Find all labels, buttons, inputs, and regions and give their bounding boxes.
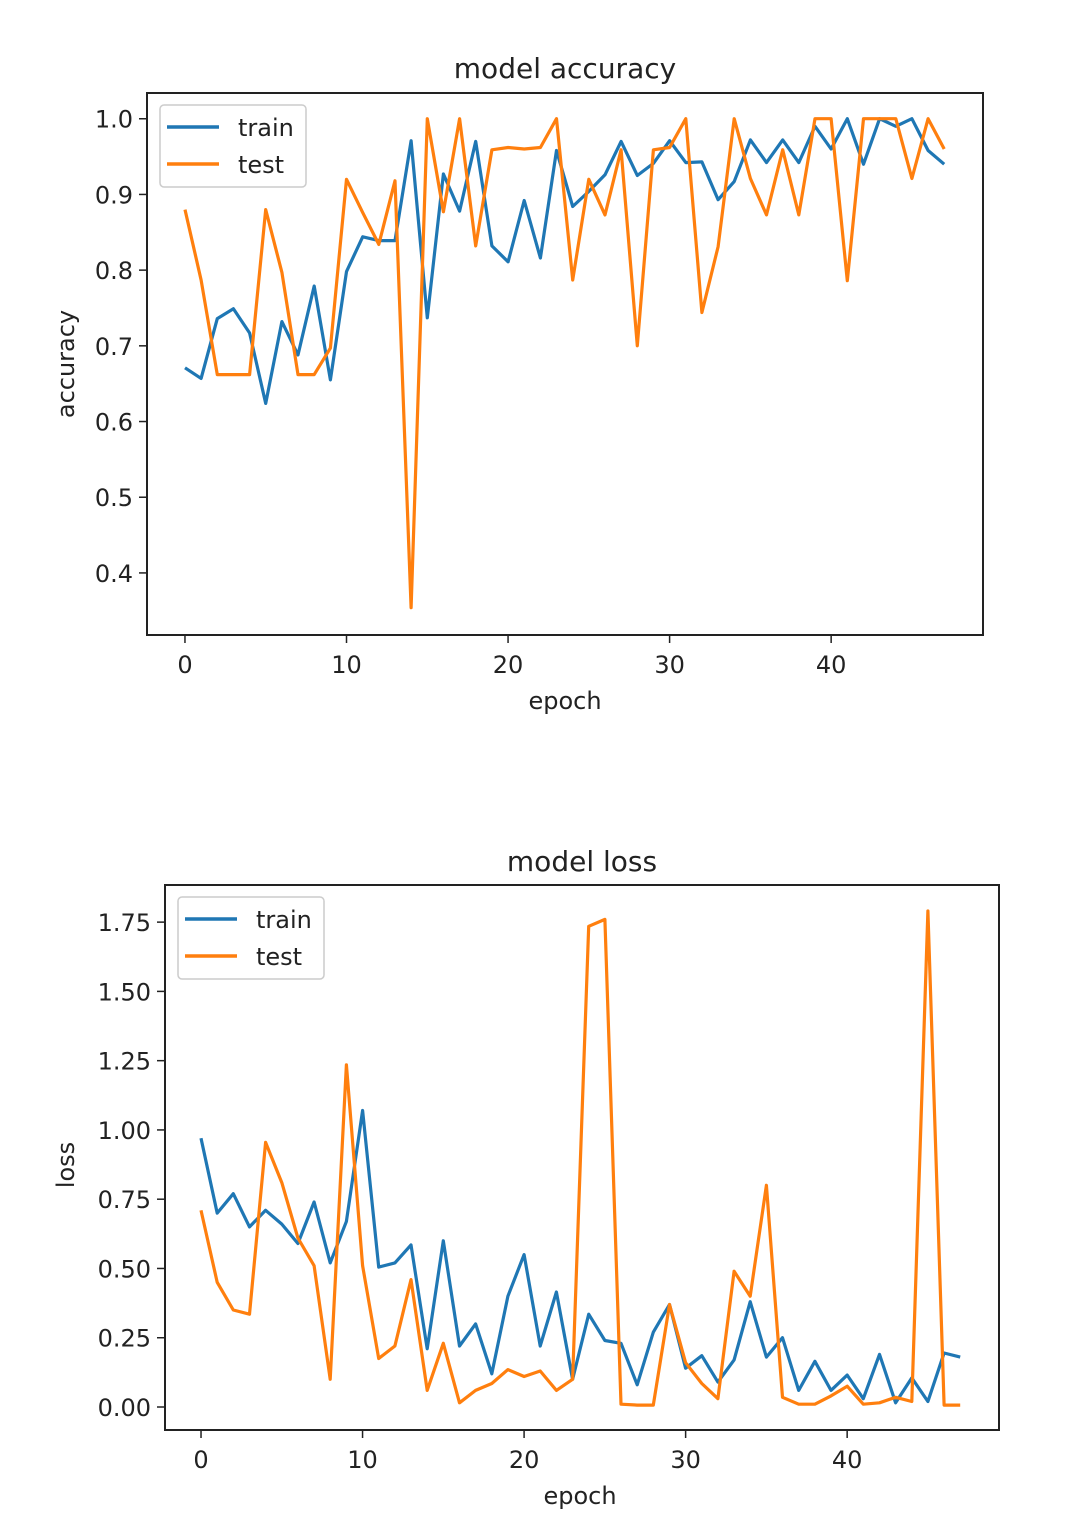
x-tick-label: 40 — [816, 651, 847, 679]
x-tick-label: 20 — [493, 651, 524, 679]
y-tick-label: 0.9 — [95, 181, 133, 209]
y-tick-label: 0.4 — [95, 560, 133, 588]
x-tick-label: 20 — [509, 1446, 540, 1474]
y-tick-label: 0.75 — [98, 1186, 151, 1214]
series-line-test — [183, 117, 946, 610]
y-tick-label: 0.5 — [95, 484, 133, 512]
legend-label-test: test — [238, 151, 284, 179]
x-axis-label: epoch — [528, 687, 601, 715]
x-tick-label: 40 — [832, 1446, 863, 1474]
y-axis-label: loss — [52, 1142, 80, 1188]
x-tick-label: 10 — [331, 651, 362, 679]
y-tick-label: 1.75 — [98, 909, 151, 937]
x-tick-label: 30 — [654, 651, 685, 679]
accuracy-chart: model accuracy epoch accuracy 0 10 20 30 400… — [52, 52, 984, 715]
x-tick-label: 10 — [347, 1446, 378, 1474]
x-tick-label: 0 — [177, 651, 192, 679]
x-tick-label: 0 — [193, 1446, 208, 1474]
y-tick-label: 1.00 — [98, 1117, 151, 1145]
legend: train test — [159, 104, 307, 188]
legend-label-test: test — [256, 943, 302, 971]
y-tick-label: 0.8 — [95, 257, 133, 285]
y-tick-label: 1.25 — [98, 1048, 151, 1076]
y-tick-label: 0.6 — [95, 409, 133, 437]
accuracy-plot-area: 0 10 20 30 40 0.4 0.5 0.6 0.7 0.8 0.9 1.0 train test — [95, 92, 984, 679]
legend-label-train: train — [256, 906, 312, 934]
legend-label-train: train — [238, 114, 294, 142]
loss-plot-area: 0 10 20 30 40 0.00 0.25 0.50 0.75 1.00 1.25 1.50 1.7… — [98, 884, 1000, 1474]
y-tick-label: 1.0 — [95, 106, 133, 134]
series-line-train — [199, 1108, 961, 1405]
y-axis-label: accuracy — [52, 310, 80, 418]
legend: train test — [177, 896, 325, 980]
series-line-test — [199, 909, 961, 1407]
series-line-train — [184, 117, 946, 405]
x-axis-label: epoch — [543, 1482, 616, 1510]
chart-title: model accuracy — [454, 52, 676, 85]
y-tick-label: 0.00 — [98, 1394, 151, 1422]
x-tick-label: 30 — [670, 1446, 701, 1474]
y-tick-label: 1.50 — [98, 978, 151, 1006]
chart-title: model loss — [507, 845, 657, 878]
y-tick-label: 0.25 — [98, 1325, 151, 1353]
y-tick-label: 0.7 — [95, 333, 133, 361]
y-tick-label: 0.50 — [98, 1255, 151, 1283]
loss-chart: model loss epoch loss 0 10 20 30 400.000.250… — [52, 845, 1000, 1510]
